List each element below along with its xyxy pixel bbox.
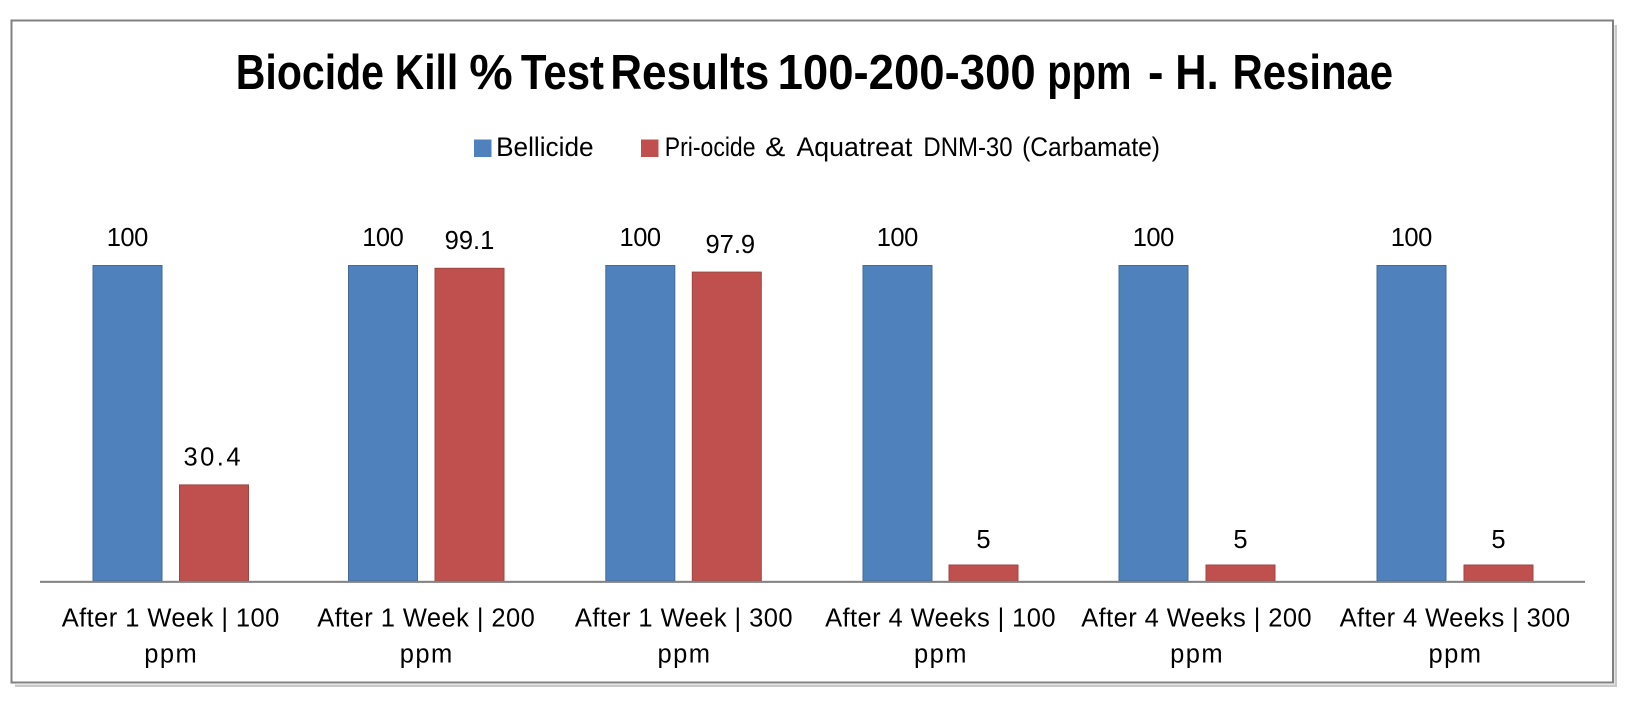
svg-text:100: 100 [1391, 224, 1433, 252]
svg-text:ppm: ppm [914, 641, 967, 669]
svg-text:Kill: Kill [395, 46, 458, 100]
svg-text:After 4 Weeks | 200: After 4 Weeks | 200 [1081, 605, 1311, 633]
svg-text:After 1 Week | 200: After 1 Week | 200 [317, 605, 535, 633]
svg-text:ppm: ppm [657, 641, 710, 669]
svg-text:Biocide: Biocide [236, 46, 384, 100]
svg-text:100: 100 [107, 224, 149, 252]
svg-text:5: 5 [976, 526, 990, 554]
svg-text:H.: H. [1175, 46, 1218, 100]
svg-text:DNM-30: DNM-30 [923, 132, 1012, 162]
svg-text:(Carbamate): (Carbamate) [1022, 132, 1160, 162]
svg-text:Test: Test [521, 46, 604, 100]
svg-text:30.4: 30.4 [184, 443, 241, 471]
svg-text:After 1 Week | 300: After 1 Week | 300 [575, 605, 793, 633]
svg-text:100: 100 [620, 224, 662, 252]
svg-text:-: - [1148, 46, 1164, 100]
svg-text:After 4 Weeks | 300: After 4 Weeks | 300 [1340, 605, 1570, 633]
svg-text:ppm: ppm [1047, 46, 1131, 100]
svg-text:5: 5 [1491, 526, 1505, 554]
svg-text:100-200-300: 100-200-300 [778, 46, 1036, 100]
svg-text:&: & [765, 132, 786, 162]
svg-text:Aquatreat: Aquatreat [797, 132, 913, 162]
svg-text:100: 100 [1133, 224, 1175, 252]
svg-text:100: 100 [362, 224, 404, 252]
svg-text:Pri-ocide: Pri-ocide [665, 132, 756, 162]
svg-text:Resinae: Resinae [1233, 46, 1394, 100]
svg-text:Results: Results [610, 46, 769, 100]
svg-text:ppm: ppm [1429, 641, 1482, 669]
svg-text:ppm: ppm [1170, 641, 1223, 669]
svg-text:ppm: ppm [400, 641, 453, 669]
svg-text:100: 100 [877, 224, 919, 252]
svg-text:After 1 Week | 100: After 1 Week | 100 [62, 605, 280, 633]
svg-text:99.1: 99.1 [445, 227, 495, 255]
svg-text:%: % [469, 46, 513, 100]
svg-text:ppm: ppm [144, 641, 197, 669]
svg-text:97.9: 97.9 [705, 231, 755, 259]
svg-text:5: 5 [1233, 526, 1247, 554]
svg-text:Bellicide: Bellicide [496, 132, 593, 162]
svg-text:After 4 Weeks | 100: After 4 Weeks | 100 [825, 605, 1055, 633]
